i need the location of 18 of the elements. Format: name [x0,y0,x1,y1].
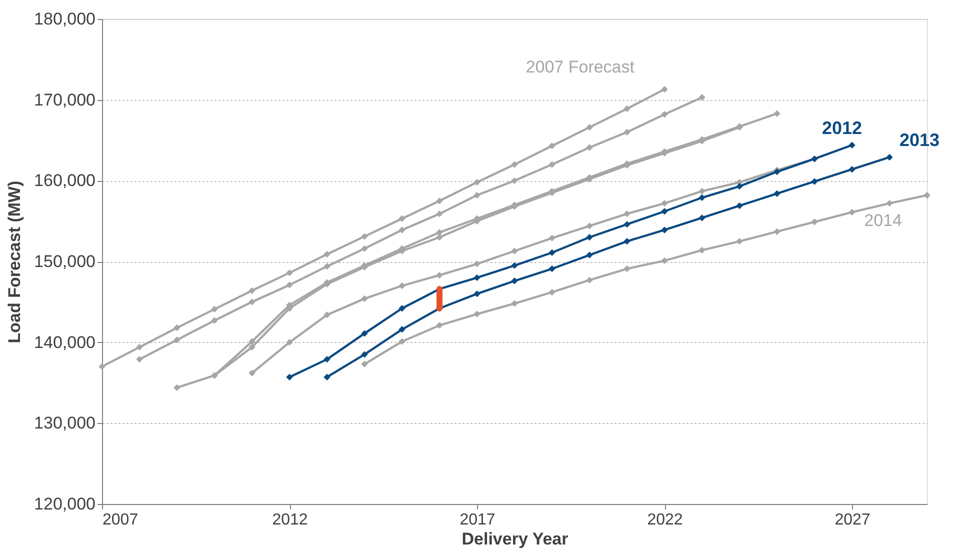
y-tick-label: 150,000 [34,252,96,271]
series-label: 2007 Forecast [526,57,635,76]
y-tick-label: 140,000 [34,332,96,352]
series-label: 2012 [822,118,862,138]
y-tick-label: 160,000 [34,171,96,190]
x-tick-label: 2022 [647,512,683,528]
series-label: 2013 [900,130,940,150]
x-tick-label: 2027 [834,512,870,528]
x-axis-title: Delivery Year [462,530,569,548]
y-tick-label: 130,000 [34,414,96,433]
y-tick-label: 180,000 [34,10,96,28]
series-label: 2014 [864,211,902,230]
y-tick-label: 170,000 [34,90,96,110]
x-tick-label: 2007 [102,512,138,528]
x-tick-label: 2017 [460,512,496,528]
x-tick-label: 2012 [272,512,308,528]
y-tick-label: 120,000 [34,494,96,514]
y-axis-title: Load Forecast (MW) [5,180,24,344]
